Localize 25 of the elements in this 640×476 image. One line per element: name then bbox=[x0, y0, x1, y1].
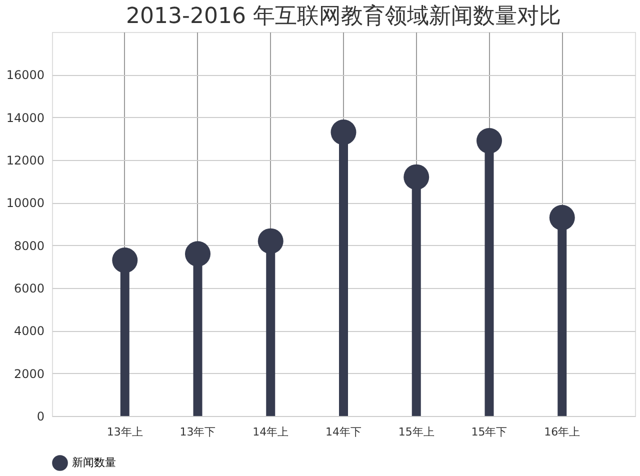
x-tick-label: 14年上 bbox=[252, 426, 289, 438]
point bbox=[549, 204, 575, 230]
chart-title: 2013-2016 年互联网教育领域新闻数量对比 bbox=[126, 3, 561, 29]
point bbox=[476, 128, 502, 154]
point bbox=[404, 164, 430, 190]
y-tick-label: 14000 bbox=[6, 110, 44, 125]
y-tick-label: 4000 bbox=[14, 324, 44, 338]
y-tick-label: 2000 bbox=[14, 366, 44, 381]
y-tick-label: 6000 bbox=[14, 282, 44, 296]
point bbox=[258, 228, 284, 254]
x-tick-label: 15年下 bbox=[471, 426, 508, 438]
y-tick-label: 10000 bbox=[6, 196, 44, 210]
x-tick-label: 13年下 bbox=[180, 426, 216, 438]
y-tick-label: 12000 bbox=[6, 154, 44, 168]
point bbox=[185, 241, 210, 267]
point bbox=[330, 120, 356, 145]
x-tick-label: 16年上 bbox=[544, 426, 580, 438]
y-tick-label: 8000 bbox=[14, 238, 44, 253]
point bbox=[112, 248, 138, 273]
x-tick-label: 15年上 bbox=[398, 426, 434, 438]
legend-label: 新闻数量 bbox=[72, 456, 116, 469]
y-tick-label: 0 bbox=[36, 410, 44, 424]
y-tick-label: 16000 bbox=[6, 68, 44, 82]
x-tick-label: 13年上 bbox=[106, 426, 143, 438]
x-tick-label: 14年下 bbox=[326, 426, 362, 438]
